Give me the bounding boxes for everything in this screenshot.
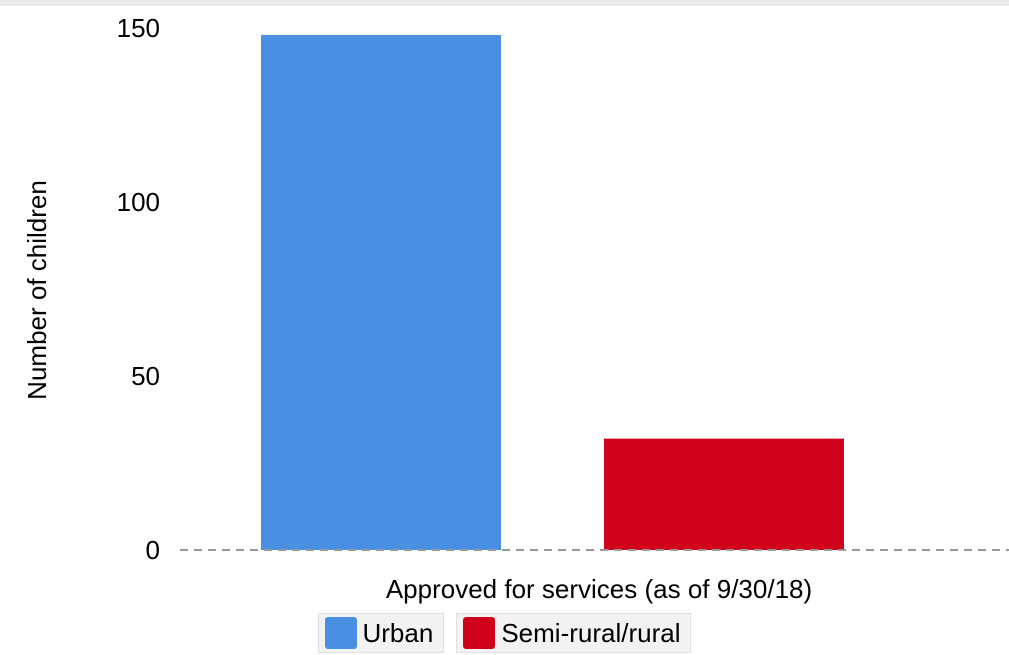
legend-swatch	[324, 617, 357, 649]
bars	[261, 34, 844, 550]
legend-swatch	[463, 617, 496, 649]
bar-chart: 0 50 100 150 Number of children Approved fo…	[22, 13, 1009, 604]
top-strip	[0, 0, 1009, 6]
y-tick-label: 0	[146, 535, 160, 565]
bar-urban	[261, 34, 501, 550]
y-tick-label: 100	[117, 187, 160, 217]
y-tick-label: 50	[131, 361, 160, 391]
x-axis-label: Approved for services (as of 9/30/18)	[386, 574, 812, 604]
legend: Urban Semi-rural/rural	[0, 613, 1009, 655]
legend-label: Semi-rural/rural	[501, 618, 681, 648]
y-tick-label: 150	[117, 13, 160, 43]
legend-item-urban[interactable]: Urban	[317, 613, 445, 653]
y-axis-ticks: 0 50 100 150	[117, 13, 160, 565]
legend-label: Urban	[362, 618, 434, 648]
y-axis-label: Number of children	[22, 180, 52, 400]
legend-item-semi-rural-rural[interactable]: Semi-rural/rural	[456, 613, 692, 653]
bar-semi-rural-rural	[604, 438, 844, 550]
